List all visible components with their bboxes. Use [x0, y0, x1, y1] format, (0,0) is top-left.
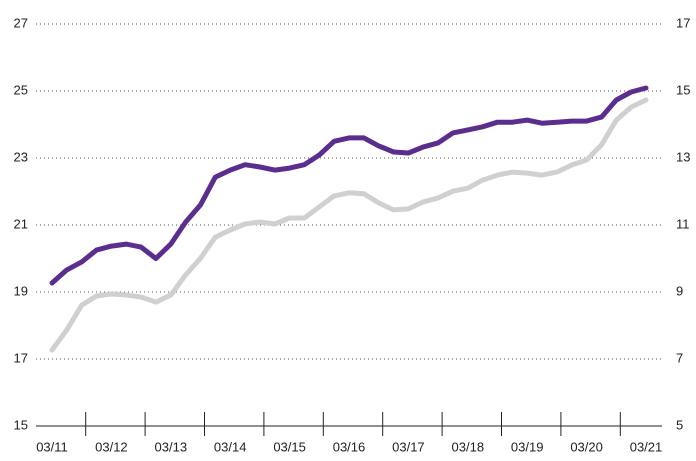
y-tick-label: 17	[14, 350, 28, 365]
y2-tick-label: 7	[676, 350, 683, 365]
x-tick-label: 03/14	[214, 439, 247, 454]
y-tick-label: 27	[14, 15, 28, 30]
y-tick-label: 19	[14, 283, 28, 298]
y-tick-label: 21	[14, 216, 28, 231]
x-tick-label: 03/15	[273, 439, 306, 454]
y-tick-label: 25	[14, 82, 28, 97]
series-line	[49, 97, 649, 353]
x-tick-label: 03/21	[630, 439, 663, 454]
x-tick-label: 03/11	[36, 439, 68, 454]
series-line	[49, 85, 649, 286]
x-tick-label: 03/17	[392, 439, 425, 454]
y2-tick-label: 13	[676, 149, 690, 164]
y2-tick-label: 15	[676, 82, 690, 97]
x-tick-label: 03/20	[570, 439, 603, 454]
x-tick-label: 03/18	[452, 439, 485, 454]
y2-tick-label: 5	[676, 417, 683, 432]
x-tick-label: 03/16	[333, 439, 366, 454]
x-tick-label: 03/12	[95, 439, 128, 454]
y-tick-label: 23	[14, 149, 28, 164]
y2-tick-label: 11	[676, 216, 690, 231]
y-tick-label: 15	[14, 417, 28, 432]
y2-tick-label: 9	[676, 283, 683, 298]
y2-tick-label: 17	[676, 15, 690, 30]
x-tick-label: 03/19	[511, 439, 544, 454]
x-tick-label: 03/13	[155, 439, 188, 454]
